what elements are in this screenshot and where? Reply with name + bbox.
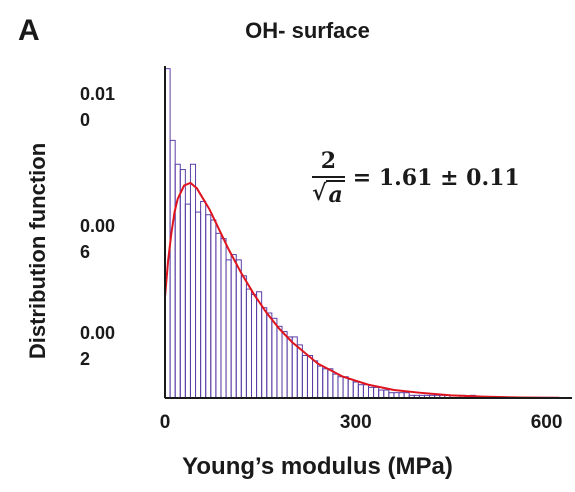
histogram-bar	[322, 368, 329, 399]
sqrt-sign-icon: √	[312, 180, 327, 206]
histogram-bar	[332, 373, 339, 399]
histogram-bar	[225, 259, 232, 399]
histogram-bar	[205, 214, 212, 399]
histogram-bar	[342, 376, 349, 399]
y-tick-label: 0.00 2	[80, 320, 115, 372]
histogram-bar	[317, 365, 324, 399]
y-tick-label: 0.01 0	[80, 81, 115, 133]
histogram-bar	[195, 211, 202, 399]
sqrt-radicand: a	[326, 180, 345, 208]
y-tick-label: 0.00 6	[80, 213, 115, 265]
x-axis-label: Young’s modulus (MPa)	[182, 453, 453, 480]
x-tick-label: 300	[339, 412, 372, 433]
histogram-bar	[362, 384, 370, 399]
histogram-bar	[301, 355, 308, 399]
histogram-bar	[312, 360, 319, 399]
x-tick-label: 600	[530, 412, 563, 433]
histogram-bar	[306, 355, 314, 399]
fraction: 2 √ a	[312, 148, 345, 208]
fraction-denominator: √ a	[312, 180, 345, 208]
fraction-bar	[312, 176, 345, 178]
histogram-bar	[383, 389, 390, 399]
histogram-bar	[271, 317, 278, 399]
histogram-bar	[230, 254, 237, 399]
histogram-bar	[266, 312, 273, 399]
histogram-bar	[189, 163, 197, 399]
histogram-bar	[261, 307, 268, 399]
histogram-bar	[210, 219, 217, 399]
fraction-numerator: 2	[320, 148, 337, 174]
fit-curve	[164, 181, 560, 399]
x-tick-label: 0	[159, 412, 171, 433]
chart-title: OH- surface	[245, 18, 370, 43]
histogram-bar	[352, 381, 359, 399]
histogram-bar	[347, 378, 354, 399]
annotation-value: = 1.61 ± 0.11	[352, 165, 520, 191]
histogram-bar	[296, 344, 303, 399]
histogram-bar	[286, 336, 293, 399]
histogram-bar	[368, 386, 375, 399]
histogram-bar	[281, 331, 288, 399]
histogram-bar	[169, 139, 176, 399]
histogram-bar	[235, 259, 242, 399]
histogram-bar	[276, 325, 283, 399]
histogram-bar	[337, 376, 344, 399]
histogram-bar	[373, 386, 380, 399]
y-tick-label-line1: 0.00	[80, 322, 116, 343]
histogram-bar	[250, 293, 258, 399]
y-tick-label-line2: 2	[80, 348, 91, 369]
histogram-bar	[327, 368, 334, 399]
y-tick-label-line2: 0	[80, 109, 91, 130]
histogram-bar	[215, 232, 222, 399]
y-tick-label-line1: 0.01	[80, 83, 116, 104]
histogram-bar	[200, 200, 207, 399]
y-tick-label-line1: 0.00	[80, 216, 116, 237]
histogram-bar	[220, 238, 227, 399]
y-tick-label-line2: 6	[80, 242, 91, 263]
histogram-bar	[240, 275, 247, 399]
fit-annotation: 2 √ a = 1.61 ± 0.11	[312, 148, 520, 208]
panel-label: A	[18, 14, 40, 47]
histogram-bar	[378, 389, 385, 399]
histogram-bar	[184, 203, 191, 399]
histogram-bar	[256, 291, 263, 399]
histogram-bar	[179, 169, 186, 399]
histogram-bar	[245, 288, 252, 399]
histogram-bar	[357, 384, 364, 399]
